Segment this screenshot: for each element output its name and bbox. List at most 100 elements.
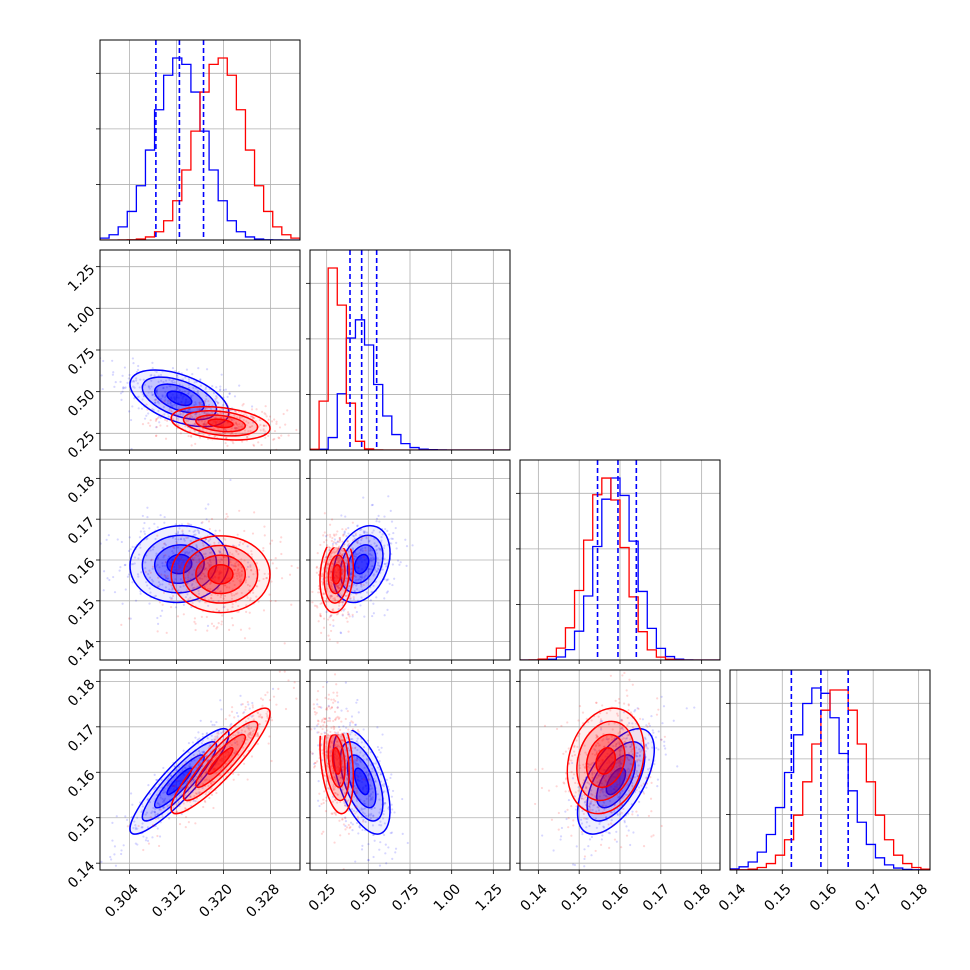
scatter-point <box>198 557 201 561</box>
scatter-point <box>236 423 239 427</box>
scatter-point <box>156 401 159 404</box>
scatter-point <box>144 567 147 570</box>
scatter-point <box>338 536 341 540</box>
scatter-point <box>570 834 573 837</box>
scatter-point <box>273 437 276 441</box>
scatter-point <box>209 425 213 428</box>
scatter-point <box>208 563 211 566</box>
scatter-point <box>341 570 344 574</box>
scatter-point <box>623 702 626 705</box>
scatter-point <box>325 597 328 600</box>
scatter-point <box>330 726 333 729</box>
scatter-point <box>226 413 229 416</box>
scatter-point <box>204 507 207 510</box>
scatter-point <box>269 542 272 545</box>
scatter-point <box>123 386 126 390</box>
scatter-point <box>341 528 344 531</box>
scatter-point <box>263 424 266 427</box>
scatter-point <box>338 556 341 559</box>
scatter-point <box>188 572 191 575</box>
scatter-point <box>367 577 371 581</box>
scatter-point <box>155 425 158 429</box>
scatter-point <box>192 586 195 590</box>
scatter-point <box>238 423 241 426</box>
contour-red <box>182 544 259 604</box>
scatter-point <box>311 601 314 604</box>
scatter-point <box>115 815 118 818</box>
scatter-point <box>350 559 353 563</box>
scatter-point <box>133 386 136 389</box>
scatter-point <box>347 832 351 835</box>
scatter-point <box>338 604 341 607</box>
scatter-point <box>315 604 318 608</box>
scatter-point <box>197 530 200 533</box>
scatter-point <box>329 614 332 618</box>
scatter-point <box>344 817 347 820</box>
contour-red <box>195 414 247 433</box>
scatter-point <box>393 811 396 814</box>
scatter-point <box>411 544 414 547</box>
scatter-point <box>208 527 211 531</box>
scatter-point <box>331 544 334 548</box>
scatter-point <box>583 848 586 851</box>
scatter-point <box>296 566 299 569</box>
scatter-point <box>204 555 207 559</box>
scatter-point <box>233 427 237 430</box>
scatter-point <box>171 550 174 553</box>
scatter-point <box>143 532 147 536</box>
scatter-point <box>342 609 345 612</box>
scatter-point <box>116 538 119 541</box>
scatter-point <box>354 723 358 726</box>
scatter-point <box>360 576 364 580</box>
scatter-point <box>198 600 201 603</box>
scatter-point <box>391 789 395 793</box>
scatter-point <box>350 568 353 571</box>
scatter-point <box>383 562 386 565</box>
scatter-point <box>134 599 138 602</box>
scatter-point <box>239 694 242 697</box>
scatter-point <box>237 715 240 718</box>
scatter-point <box>566 721 569 724</box>
scatter-point <box>204 538 208 541</box>
scatter-point <box>583 857 586 861</box>
scatter-point <box>141 398 144 401</box>
scatter-point <box>334 584 337 587</box>
scatter-point <box>164 586 167 589</box>
scatter-point <box>582 812 585 815</box>
scatter-point <box>633 710 636 713</box>
scatter-point <box>224 442 227 445</box>
scatter-point <box>189 539 192 543</box>
scatter-point <box>169 580 172 583</box>
scatter-point <box>164 437 168 440</box>
scatter-point <box>627 829 630 832</box>
scatter-point <box>320 601 324 605</box>
scatter-point <box>367 778 370 781</box>
scatter-point <box>344 594 348 598</box>
scatter-point <box>330 706 334 709</box>
scatter-point <box>336 557 340 560</box>
scatter-point <box>328 546 331 550</box>
scatter-point <box>206 437 210 441</box>
scatter-point <box>206 624 210 627</box>
scatter-point <box>620 811 623 815</box>
scatter-point <box>180 561 184 565</box>
scatter-point <box>132 362 135 365</box>
scatter-point <box>157 581 161 584</box>
scatter-point <box>159 373 163 377</box>
scatter-point <box>386 578 389 581</box>
scatter-point <box>340 577 344 580</box>
scatter-point <box>361 844 364 847</box>
scatter-point <box>180 563 183 566</box>
scatter-point <box>148 602 151 605</box>
scatter-point <box>147 784 150 787</box>
scatter-point <box>383 515 386 518</box>
scatter-point <box>347 613 351 616</box>
scatter-point <box>351 613 354 616</box>
scatter-point <box>230 592 233 595</box>
scatter-point <box>176 600 179 603</box>
scatter-point <box>112 371 115 374</box>
scatter-point <box>106 577 109 580</box>
scatter-point <box>370 557 373 560</box>
scatter-point <box>339 580 342 583</box>
scatter-point <box>156 416 160 419</box>
